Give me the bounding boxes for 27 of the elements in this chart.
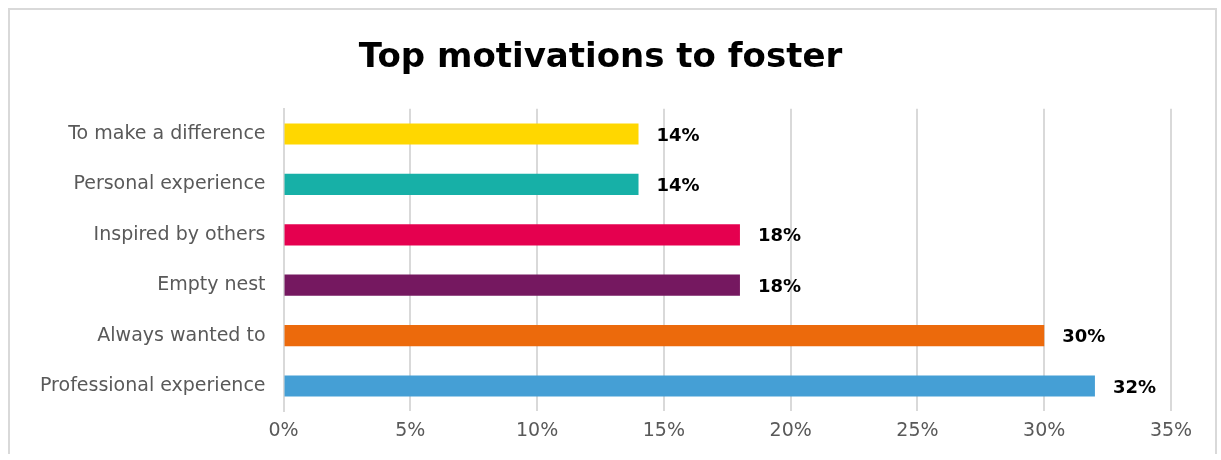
x-tick-label: 30% — [1023, 417, 1066, 440]
data-label: 32% — [1112, 375, 1157, 397]
x-tick-label: 35% — [1149, 417, 1193, 440]
y-tick-label: Professional experience — [39, 372, 266, 395]
x-tick-label: 5% — [395, 417, 426, 440]
x-tick-label: 0% — [268, 417, 299, 440]
chart-title: Top motivations to foster — [358, 35, 843, 76]
x-tick-label: 20% — [769, 417, 812, 440]
bar — [284, 173, 639, 195]
data-label: 14% — [656, 174, 700, 196]
y-tick-label: Personal experience — [73, 171, 266, 194]
x-tick-label: 15% — [642, 417, 685, 440]
bar — [284, 123, 639, 145]
data-label: 30% — [1062, 325, 1106, 347]
data-label: 18% — [757, 274, 802, 296]
data-label: 18% — [757, 224, 802, 246]
bar — [284, 274, 740, 296]
bar — [284, 224, 740, 246]
y-tick-label: To make a difference — [67, 120, 266, 143]
bar — [284, 375, 1095, 397]
y-tick-label: Inspired by others — [93, 221, 266, 244]
x-tick-label: 25% — [896, 417, 939, 440]
bar — [284, 325, 1045, 347]
x-tick-label: 10% — [515, 417, 559, 440]
y-tick-label: Always wanted to — [97, 322, 266, 345]
data-label: 14% — [656, 123, 700, 145]
y-tick-label: Empty nest — [157, 272, 266, 295]
